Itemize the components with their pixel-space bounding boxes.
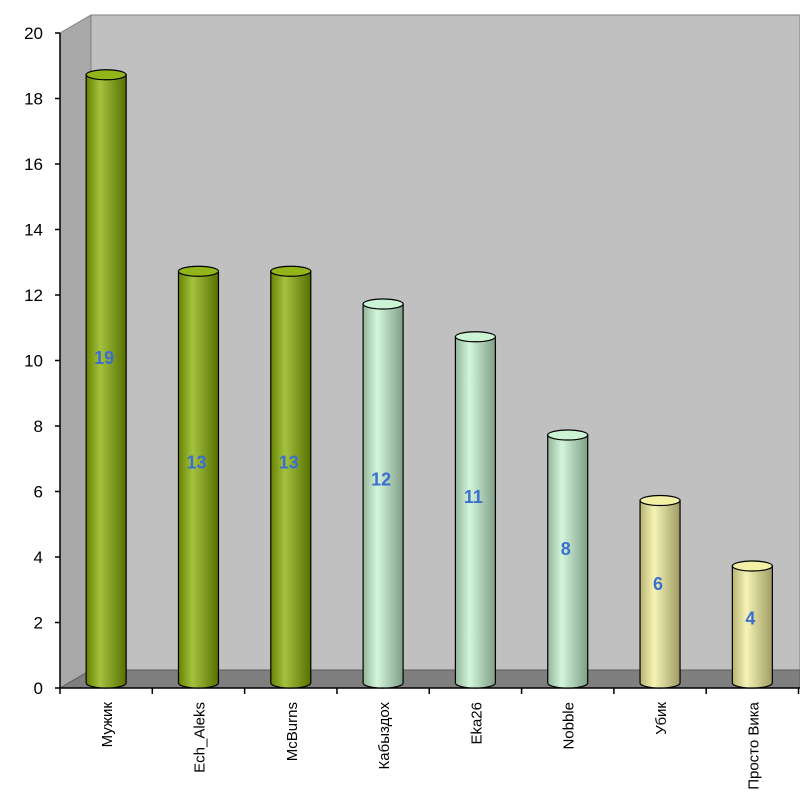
category-label: Ech_Aleks [191,702,208,773]
category-label: Nobble [561,702,578,750]
data-label: 4 [745,609,755,629]
data-label: 12 [371,470,391,490]
bar-body [731,565,773,689]
bar-body [270,270,312,689]
category-label: McBurns [284,702,301,761]
category-label: Eka26 [468,702,485,745]
y-tick-label: 8 [34,417,43,436]
y-tick-label: 6 [34,483,43,502]
y-tick-label: 16 [24,155,43,174]
bar-top [270,265,312,277]
data-labels: 19 13 13 12 11 8 6 4 [94,348,755,628]
category-label: Просто Вика [745,701,762,789]
y-tick-label: 18 [24,90,43,109]
data-label: 13 [186,452,206,472]
bar-top [85,69,127,81]
data-label: 6 [653,574,663,594]
bar-8 [731,560,773,689]
bar-body [177,270,220,689]
y-tick-label: 2 [34,614,43,633]
bar-body [639,499,681,689]
y-tick-label: 4 [34,548,43,567]
bar-top [454,331,497,343]
bar-top [362,298,404,310]
chart-walls [58,14,800,689]
bar-body [547,434,589,689]
data-label: 8 [561,539,571,559]
bar-body [454,336,497,689]
category-label: Убик [653,702,670,735]
y-tick-label: 14 [24,221,43,240]
y-tick-label: 12 [24,286,43,305]
bars [85,69,773,689]
bar-top [731,560,773,572]
category-label: Мужик [99,702,116,748]
y-tick-label: 10 [24,352,43,371]
bar-body [85,74,127,689]
bar-body [362,303,404,689]
data-label: 13 [279,452,299,472]
floor [58,669,800,689]
bar-5 [454,331,497,689]
bar-3 [270,265,312,689]
bar-6 [547,429,589,689]
bar-2 [177,265,220,689]
bar-top [547,429,589,441]
bar-1 [85,69,127,689]
y-tick-label: 0 [34,679,43,698]
bar-7 [639,494,681,689]
category-label: Кабыздох [376,702,393,770]
data-label: 11 [464,487,483,507]
x-axis: Мужик Ech_Aleks McBurns Кабыздох Eka26 Nobble… [59,687,800,790]
bar-top [639,494,681,507]
y-tick-label: 20 [24,24,43,43]
bar-top [177,265,220,277]
y-axis: 0 2 4 6 8 10 12 14 16 18 20 [24,24,61,698]
bar-4 [362,298,404,689]
data-label: 19 [94,348,114,368]
